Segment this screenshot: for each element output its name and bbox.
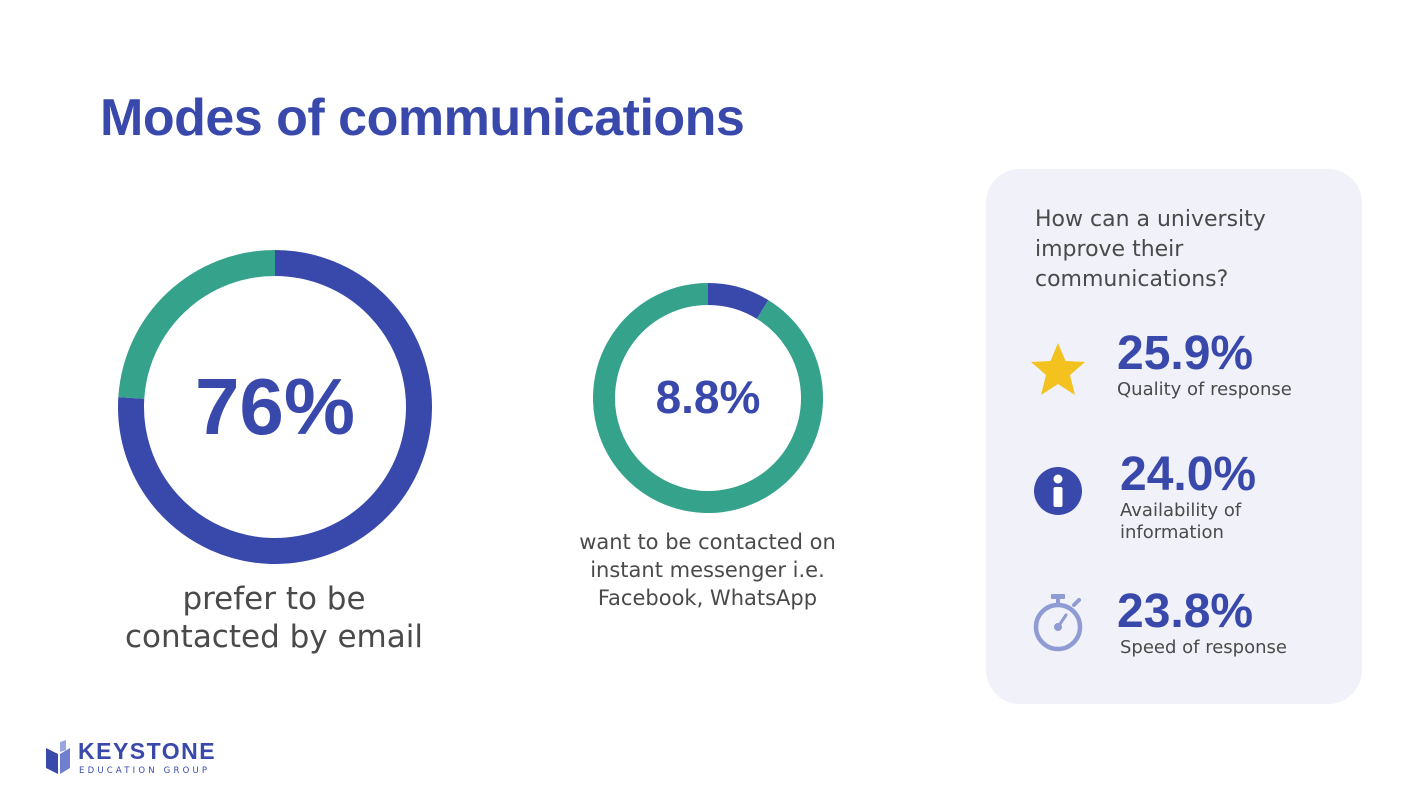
info-icon bbox=[1034, 467, 1082, 515]
stopwatch-icon bbox=[1033, 594, 1083, 652]
email-donut-slice-0 bbox=[118, 250, 432, 564]
email-donut-value: 76% bbox=[194, 362, 356, 451]
logo-subtitle: EDUCATION GROUP bbox=[79, 766, 211, 776]
stat-availability-label-2: information bbox=[1120, 522, 1224, 543]
stat-quality-label: Quality of response bbox=[1117, 379, 1292, 400]
messenger-donut-chart: 8.8% bbox=[593, 283, 823, 513]
keystone-logo-mark bbox=[46, 740, 70, 774]
email-caption-line-1: prefer to be bbox=[182, 581, 366, 617]
stat-speed-label: Speed of response bbox=[1120, 637, 1287, 658]
email-donut-slice-1 bbox=[118, 250, 276, 400]
stat-speed-value: 23.8% bbox=[1117, 585, 1254, 638]
messenger-caption: want to be contacted on instant messenge… bbox=[540, 528, 875, 612]
panel-question-line-3: communications? bbox=[1035, 267, 1229, 292]
email-caption-line-2: contacted by email bbox=[125, 619, 423, 655]
messenger-caption-line-3: Facebook, WhatsApp bbox=[597, 586, 818, 610]
improvement-panel: How can a university improve their commu… bbox=[986, 169, 1362, 704]
stat-availability: 24.0% Availability of information bbox=[1120, 450, 1256, 544]
email-caption: prefer to be contacted by email bbox=[84, 580, 464, 656]
panel-question: How can a university improve their commu… bbox=[1035, 205, 1335, 295]
page-title: Modes of communications bbox=[100, 89, 745, 147]
stat-availability-label-1: Availability of bbox=[1120, 500, 1242, 521]
email-donut-chart: 76% bbox=[118, 250, 432, 564]
messenger-caption-line-1: want to be contacted on bbox=[579, 530, 836, 554]
messenger-donut-svg bbox=[593, 283, 823, 513]
messenger-donut-slice-0 bbox=[707, 283, 769, 320]
messenger-caption-line-2: instant messenger i.e. bbox=[590, 558, 825, 582]
panel-question-line-2: improve their bbox=[1035, 237, 1184, 262]
star-icon bbox=[1031, 343, 1085, 395]
stat-quality-value: 25.9% bbox=[1117, 327, 1254, 380]
stat-availability-value: 24.0% bbox=[1120, 448, 1257, 501]
logo-name: KEYSTONE bbox=[78, 738, 217, 764]
panel-question-line-1: How can a university bbox=[1035, 207, 1266, 232]
stat-speed: 23.8% Speed of response bbox=[1117, 587, 1287, 659]
messenger-donut-value: 8.8% bbox=[655, 371, 761, 423]
email-donut-svg bbox=[118, 250, 432, 564]
messenger-donut-slice-1 bbox=[593, 283, 823, 513]
stat-quality: 25.9% Quality of response bbox=[1117, 329, 1292, 401]
